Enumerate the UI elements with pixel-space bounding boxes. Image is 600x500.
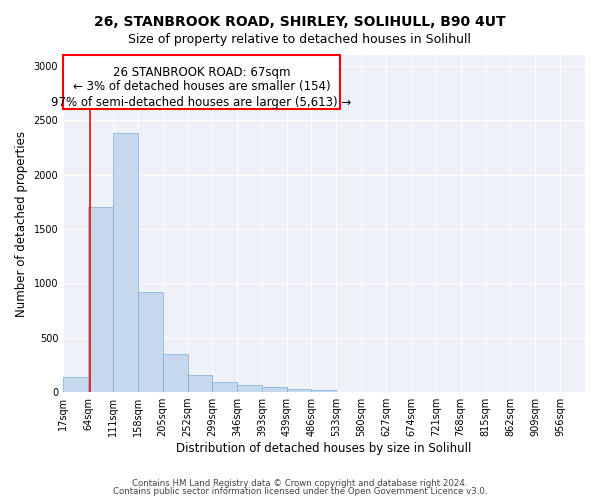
Y-axis label: Number of detached properties: Number of detached properties: [15, 130, 28, 316]
FancyBboxPatch shape: [63, 55, 340, 110]
Text: ← 3% of detached houses are smaller (154): ← 3% of detached houses are smaller (154…: [73, 80, 331, 93]
X-axis label: Distribution of detached houses by size in Solihull: Distribution of detached houses by size …: [176, 442, 472, 455]
Bar: [262, 387, 287, 392]
Text: Size of property relative to detached houses in Solihull: Size of property relative to detached ho…: [128, 32, 472, 46]
Text: Contains public sector information licensed under the Open Government Licence v3: Contains public sector information licen…: [113, 487, 487, 496]
Bar: [88, 207, 113, 392]
Bar: [113, 134, 138, 392]
Bar: [237, 385, 262, 392]
Text: 26 STANBROOK ROAD: 67sqm: 26 STANBROOK ROAD: 67sqm: [113, 66, 290, 79]
Text: Contains HM Land Registry data © Crown copyright and database right 2024.: Contains HM Land Registry data © Crown c…: [132, 478, 468, 488]
Bar: [311, 390, 336, 392]
Bar: [138, 292, 163, 392]
Bar: [212, 382, 237, 392]
Bar: [163, 354, 188, 392]
Bar: [188, 374, 212, 392]
Bar: [287, 390, 311, 392]
Text: 26, STANBROOK ROAD, SHIRLEY, SOLIHULL, B90 4UT: 26, STANBROOK ROAD, SHIRLEY, SOLIHULL, B…: [94, 15, 506, 29]
Bar: [63, 377, 88, 392]
Text: 97% of semi-detached houses are larger (5,613) →: 97% of semi-detached houses are larger (…: [52, 96, 352, 110]
